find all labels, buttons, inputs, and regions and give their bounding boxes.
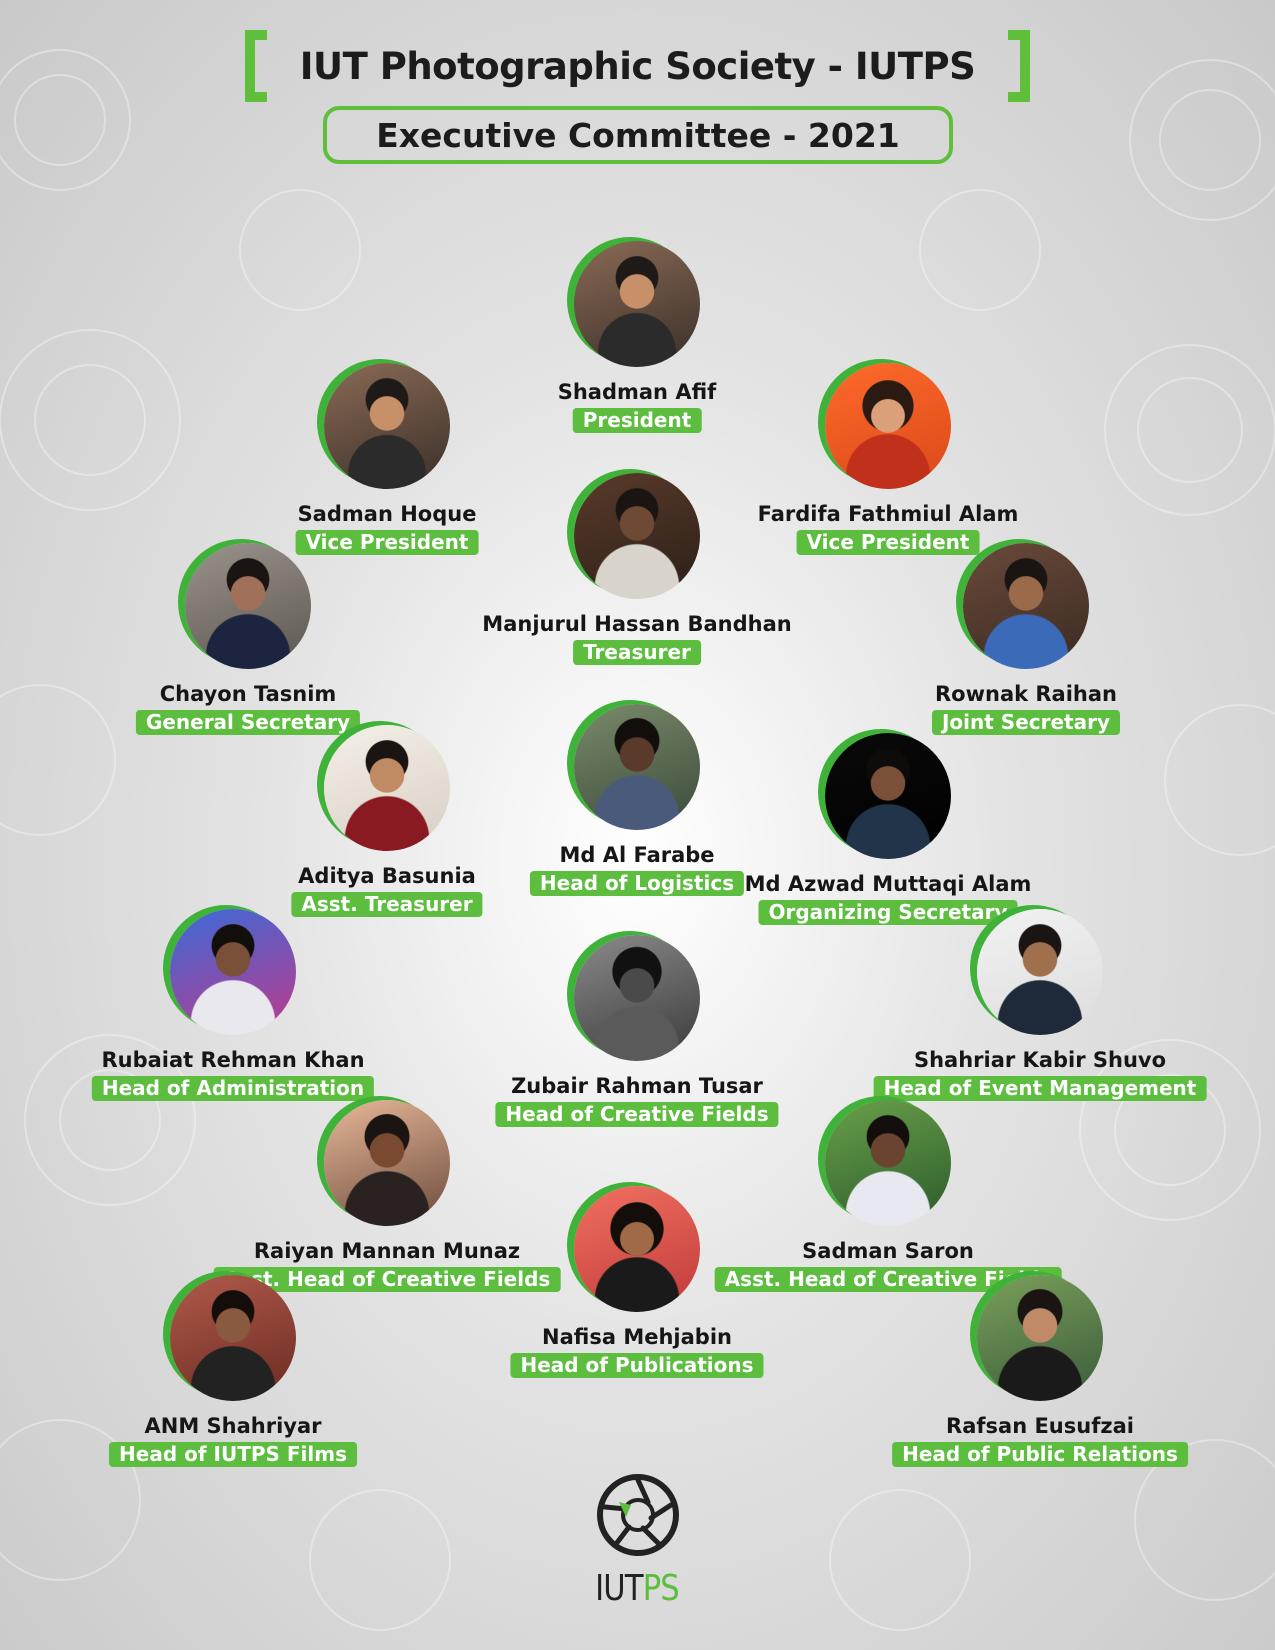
member-role-badge: Joint Secretary — [931, 710, 1121, 735]
member-role-badge: Head of Public Relations — [892, 1442, 1188, 1467]
member-photo — [977, 909, 1103, 1035]
member-name: Rownak Raihan — [934, 682, 1118, 706]
member-name: Md Al Farabe — [559, 843, 715, 867]
member-name: Nafisa Mehjabin — [542, 1325, 732, 1349]
member-photo — [574, 704, 700, 830]
member-name: Shahriar Kabir Shuvo — [913, 1048, 1167, 1072]
page-title: IUT Photographic Society - IUTPS — [299, 44, 976, 88]
subtitle-box: Executive Committee - 2021 — [323, 106, 953, 164]
member-photo — [185, 543, 311, 669]
member-name: Shadman Afif — [557, 380, 717, 404]
member-photo — [574, 1186, 700, 1312]
member-role-badge: Organizing Secretary — [758, 900, 1018, 925]
member-role-badge: Treasurer — [573, 640, 701, 665]
member-photo — [574, 935, 700, 1061]
member-name: Chayon Tasnim — [159, 682, 337, 706]
member-name: Rafsan Eusufzai — [946, 1414, 1134, 1438]
left-bracket — [245, 30, 267, 102]
member-photo — [324, 363, 450, 489]
member-photo — [825, 1100, 951, 1226]
member-role-badge: Vice President — [295, 530, 479, 555]
member-role-badge: Asst. Head of Creative Fields — [714, 1267, 1062, 1292]
member-photo — [170, 909, 296, 1035]
right-bracket — [1008, 30, 1030, 102]
member-photo — [825, 733, 951, 859]
member-photo — [574, 473, 700, 599]
member-role-badge: Asst. Treasurer — [291, 892, 483, 917]
title-banner: IUT Photographic Society - IUTPS — [245, 30, 1030, 102]
member-name: Md Azwad Muttaqi Alam — [744, 872, 1032, 896]
member-photo — [324, 725, 450, 851]
member-photo — [324, 1100, 450, 1226]
member-name: Sadman Hoque — [297, 502, 477, 526]
member-name: Sadman Saron — [802, 1239, 974, 1263]
member-role-badge: Head of Event Management — [873, 1076, 1207, 1101]
member-photo — [963, 543, 1089, 669]
member-role-badge: President — [572, 408, 702, 433]
member-role-badge: Head of Publications — [510, 1353, 764, 1378]
member-photo — [574, 241, 700, 367]
member-name: Fardifa Fathmiul Alam — [757, 502, 1019, 526]
logo-text-accent: PS — [642, 1568, 680, 1609]
member-name: Rubaiat Rehman Khan — [101, 1048, 365, 1072]
member-photo — [977, 1275, 1103, 1401]
page-subtitle: Executive Committee - 2021 — [376, 115, 900, 155]
member-name: Raiyan Mannan Munaz — [253, 1239, 521, 1263]
member-role-badge: General Secretary — [135, 710, 361, 735]
logo-wordmark: IUTPS — [552, 1568, 722, 1609]
member-role-badge: Head of Logistics — [529, 871, 745, 896]
member-role-badge: Head of Administration — [91, 1076, 375, 1101]
member-photo — [170, 1275, 296, 1401]
member-role-badge: Head of Creative Fields — [495, 1102, 779, 1127]
member-role-badge: Vice President — [796, 530, 980, 555]
logo-text-primary: IUT — [595, 1568, 643, 1609]
member-name: Manjurul Hassan Bandhan — [482, 612, 792, 636]
member-role-badge: Head of IUTPS Films — [109, 1442, 357, 1467]
member-name: ANM Shahriyar — [144, 1414, 322, 1438]
member-photo — [825, 363, 951, 489]
member-name: Aditya Basunia — [298, 864, 476, 888]
camera-aperture-icon — [597, 1474, 679, 1556]
member-name: Zubair Rahman Tusar — [511, 1074, 763, 1098]
